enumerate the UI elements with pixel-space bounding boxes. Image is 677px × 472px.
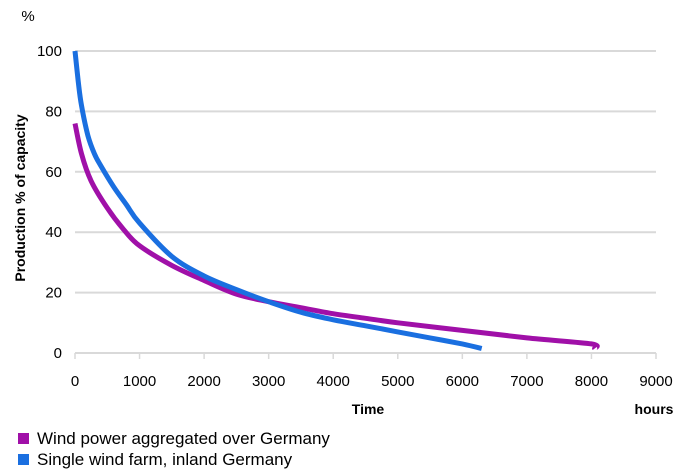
x-tick-label: 6000 xyxy=(446,373,479,390)
x-tick-label: 0 xyxy=(71,373,79,390)
y-tick-label: 20 xyxy=(45,285,62,302)
legend-swatch-aggregated xyxy=(18,433,29,444)
x-tick-label: 5000 xyxy=(381,373,414,390)
series-line-single-farm xyxy=(72,50,483,351)
y-tick-label: 0 xyxy=(54,345,62,362)
x-tick-label: 3000 xyxy=(252,373,285,390)
x-axis xyxy=(74,352,657,359)
y-tick-label: 40 xyxy=(45,224,62,241)
x-tick-label: 1000 xyxy=(123,373,156,390)
x-tick-label: 8000 xyxy=(575,373,608,390)
legend-item-aggregated: Wind power aggregated over Germany xyxy=(18,428,330,449)
y-tick-label: 100 xyxy=(37,43,62,60)
x-tick-label: 7000 xyxy=(510,373,543,390)
legend-label-single-farm: Single wind farm, inland Germany xyxy=(37,449,293,469)
x-tick-labels: 0 1000 2000 3000 4000 5000 6000 7000 8000 9000 xyxy=(71,373,673,390)
y-axis-label: Production % of capacity xyxy=(12,114,28,281)
x-unit-label: hours xyxy=(635,401,674,417)
gridlines xyxy=(75,50,656,294)
y-axis: 0 20 40 60 80 100 xyxy=(37,43,62,362)
y-tick-label: 60 xyxy=(45,164,62,181)
x-tick-label: 9000 xyxy=(639,373,672,390)
legend-swatch-single-farm xyxy=(18,454,29,465)
x-tick-label: 2000 xyxy=(187,373,220,390)
x-axis-label: Time xyxy=(352,401,385,417)
series-lines xyxy=(72,50,600,351)
legend-item-single-farm: Single wind farm, inland Germany xyxy=(18,449,330,470)
legend-label-aggregated: Wind power aggregated over Germany xyxy=(37,428,330,448)
x-tick-label: 4000 xyxy=(317,373,350,390)
y-unit-label: % xyxy=(21,8,34,25)
legend: Wind power aggregated over Germany Singl… xyxy=(18,428,330,470)
y-tick-label: 80 xyxy=(45,103,62,120)
